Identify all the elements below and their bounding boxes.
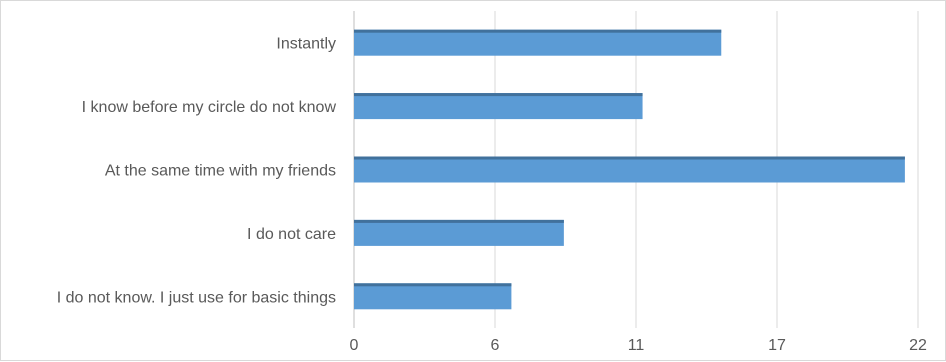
bar (354, 29, 722, 56)
x-tick-labels: 0 6 11 17 22 (350, 337, 927, 354)
category-label: I do not care (247, 226, 336, 243)
category-labels: Instantly I know before my circle do not … (57, 36, 337, 307)
bar-top-edge (354, 156, 905, 160)
x-tick-label: 0 (350, 337, 359, 354)
bar-top-edge (354, 93, 643, 97)
bar-top-edge (354, 29, 722, 33)
x-tick-label: 11 (628, 337, 645, 354)
bar-top-edge (354, 283, 512, 287)
bars (354, 29, 905, 310)
x-tick-label: 17 (768, 337, 786, 354)
bar (354, 156, 905, 183)
bar (354, 93, 643, 120)
bar-top-edge (354, 219, 564, 223)
x-tick-label: 6 (491, 337, 500, 354)
bar (354, 219, 564, 246)
category-label: At the same time with my friends (105, 163, 336, 180)
category-label: Instantly (276, 36, 336, 53)
x-tick-label: 22 (909, 337, 927, 354)
category-label: I do not know. I just use for basic thin… (57, 289, 336, 306)
bar (354, 283, 512, 310)
category-label: I know before my circle do not know (82, 99, 337, 116)
